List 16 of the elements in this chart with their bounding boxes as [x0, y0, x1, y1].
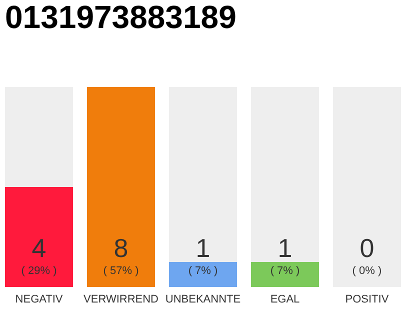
x-tick-label: POSITIV — [345, 294, 390, 306]
annotation: ( 7% ) — [188, 265, 218, 277]
annotation: ( 57% ) — [103, 265, 139, 277]
annotation: ( 7% ) — [270, 265, 300, 277]
annotation: ( 29% ) — [21, 265, 57, 277]
data-label: 1 — [278, 233, 292, 263]
chart-title: 0131973883189 — [5, 0, 236, 35]
x-tick-label: VERWIRREND — [84, 294, 159, 306]
x-tick-label: UNBEKANNTE — [165, 294, 241, 306]
x-tick-label: NEGATIV — [15, 294, 64, 306]
annotation: ( 0% ) — [352, 265, 382, 277]
x-tick-label: EGAL — [270, 294, 300, 306]
data-label: 1 — [196, 233, 210, 263]
data-label: 8 — [114, 233, 128, 263]
data-label: 4 — [32, 233, 46, 263]
annotation: 0 — [360, 233, 374, 263]
